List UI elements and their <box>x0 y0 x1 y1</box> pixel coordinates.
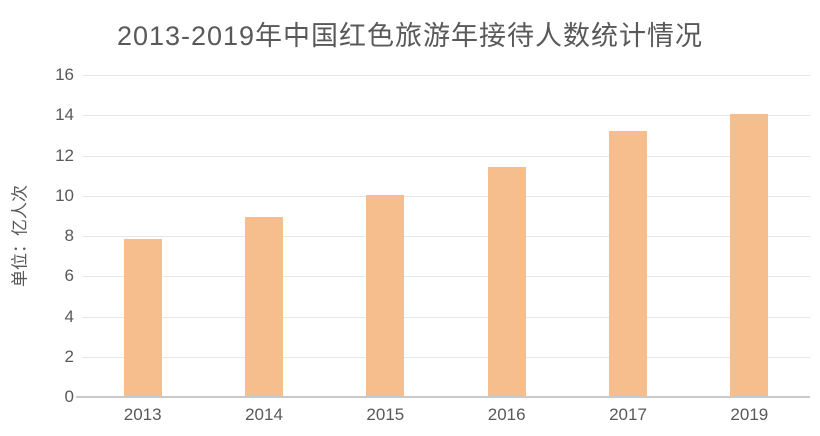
y-tick-label-0: 0 <box>64 387 74 406</box>
y-tick-label-6: 6 <box>64 266 74 286</box>
y-tick-label-16: 16 <box>55 65 74 84</box>
gridline-y-10 <box>82 195 810 197</box>
x-tick-label-2015: 2015 <box>366 405 405 424</box>
x-tick-label-2016: 2016 <box>487 405 526 424</box>
gridline-y-4 <box>82 316 810 318</box>
gridline-y-2 <box>82 356 810 358</box>
y-tick-label-8: 8 <box>64 226 74 245</box>
x-tick-label-2014: 2014 <box>245 405 283 424</box>
bar-2019 <box>730 114 769 397</box>
gridline-y-16 <box>82 75 810 76</box>
y-tick-label-2: 2 <box>64 346 74 366</box>
gridline-y-6 <box>82 276 810 278</box>
x-tick-label-2019: 2019 <box>730 405 769 424</box>
gridline-y-12 <box>82 155 810 157</box>
x-axis-line <box>76 396 810 398</box>
gridline-y-14 <box>82 115 810 117</box>
bar-2014 <box>245 216 283 397</box>
y-tick-label-14: 14 <box>55 105 74 125</box>
bar-2016 <box>487 166 526 397</box>
y-tick-label-12: 12 <box>55 145 74 165</box>
bar-2013 <box>123 239 162 397</box>
chart-title: 2013-2019年中国红色旅游年接待人数统计情况 <box>116 21 704 51</box>
y-tick-label-4: 4 <box>64 306 74 326</box>
bar-2015 <box>366 194 405 397</box>
y-tick-label-10: 10 <box>55 185 74 205</box>
x-tick-label-2013: 2013 <box>123 405 162 424</box>
x-tick-label-2017: 2017 <box>609 405 647 424</box>
gridline-y-8 <box>82 236 810 237</box>
plot-area <box>82 75 810 397</box>
bar-2017 <box>609 131 647 397</box>
